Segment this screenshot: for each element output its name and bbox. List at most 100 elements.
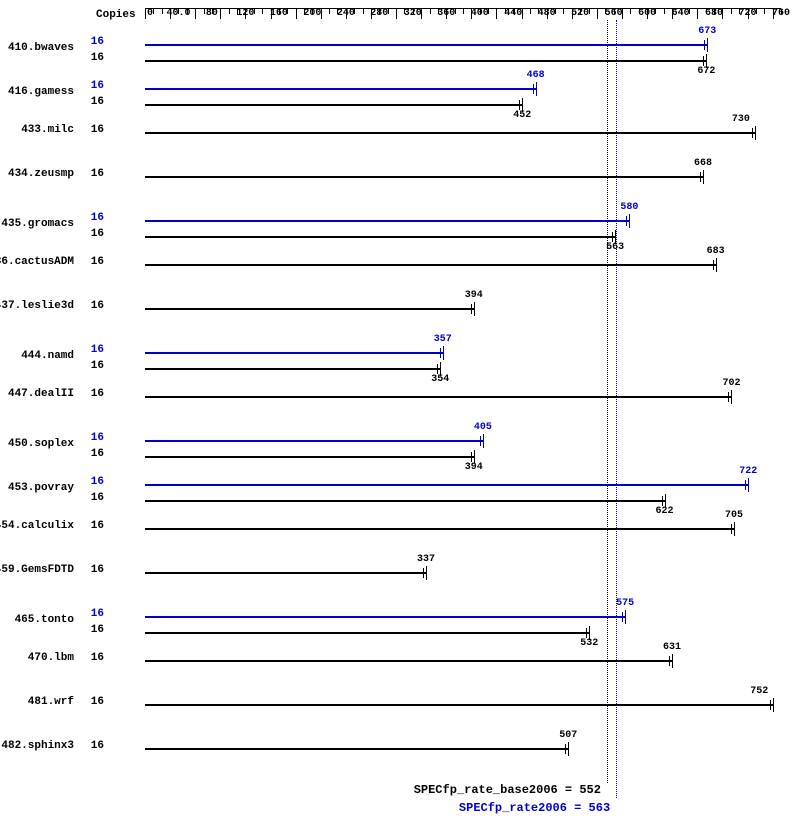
axis-tick-label: 560 bbox=[605, 8, 623, 19]
axis-tick-minor bbox=[229, 9, 230, 14]
bar-cap-inner bbox=[565, 744, 566, 754]
bar-value: 672 bbox=[697, 66, 715, 77]
bar-cap-inner bbox=[471, 452, 472, 462]
bar-cap-inner bbox=[731, 524, 732, 534]
copies-base: 16 bbox=[91, 492, 104, 504]
benchmark-name: 437.leslie3d bbox=[0, 300, 74, 312]
benchmark-name: 436.cactusADM bbox=[0, 256, 74, 268]
bar-value: 394 bbox=[465, 462, 483, 473]
axis-tick-minor bbox=[329, 9, 330, 14]
bar-line bbox=[145, 176, 704, 178]
copies-peak: 16 bbox=[91, 36, 104, 48]
copies-peak: 16 bbox=[91, 80, 104, 92]
benchmark-name: 433.milc bbox=[21, 124, 74, 136]
bar-cap-inner bbox=[519, 100, 520, 110]
copies-peak: 16 bbox=[91, 432, 104, 444]
axis-tick-minor bbox=[162, 9, 163, 14]
bar-cap bbox=[672, 654, 673, 668]
bar-line bbox=[145, 60, 707, 62]
copies-base: 16 bbox=[91, 124, 104, 136]
bar-cap-inner bbox=[471, 304, 472, 314]
bar-line bbox=[145, 572, 427, 574]
axis-tick-major bbox=[145, 9, 146, 19]
bar-cap-inner bbox=[626, 216, 627, 226]
bar-value: 563 bbox=[606, 242, 624, 253]
bar-line bbox=[145, 616, 626, 618]
axis-tick-label: 200 bbox=[303, 8, 321, 19]
bar-value: 357 bbox=[434, 334, 452, 345]
copies-base: 16 bbox=[91, 360, 104, 372]
bar-cap bbox=[755, 126, 756, 140]
bar-cap bbox=[716, 258, 717, 272]
benchmark-name: 482.sphinx3 bbox=[1, 740, 74, 752]
benchmark-name: 447.dealII bbox=[8, 388, 74, 400]
axis-tick-label: 160 bbox=[270, 8, 288, 19]
axis-tick-minor bbox=[363, 9, 364, 14]
copies-peak: 16 bbox=[91, 476, 104, 488]
bar-value: 622 bbox=[656, 506, 674, 517]
copies-base: 16 bbox=[91, 96, 104, 108]
copies-base: 16 bbox=[91, 652, 104, 664]
axis-tick-label: 720 bbox=[739, 8, 757, 19]
bar-cap-inner bbox=[437, 364, 438, 374]
benchmark-name: 434.zeusmp bbox=[8, 168, 74, 180]
copies-peak: 16 bbox=[91, 344, 104, 356]
bar-line bbox=[145, 632, 590, 634]
axis-tick-label: 440 bbox=[504, 8, 522, 19]
copies-base: 16 bbox=[91, 696, 104, 708]
bar-cap-inner bbox=[622, 612, 623, 622]
benchmark-name: 410.bwaves bbox=[8, 42, 74, 54]
bar-value: 702 bbox=[722, 378, 740, 389]
axis-tick-major bbox=[597, 9, 598, 19]
bar-value: 673 bbox=[698, 26, 716, 37]
axis-tick-major bbox=[220, 9, 221, 19]
bar-cap bbox=[474, 302, 475, 316]
benchmark-name: 453.povray bbox=[8, 482, 74, 494]
bar-cap bbox=[629, 214, 630, 228]
copies-base: 16 bbox=[91, 520, 104, 532]
axis-tick-major bbox=[396, 9, 397, 19]
bar-value: 405 bbox=[474, 422, 492, 433]
bar-cap bbox=[707, 38, 708, 52]
bar-cap-inner bbox=[728, 392, 729, 402]
bar-line bbox=[145, 352, 444, 354]
bar-cap-inner bbox=[770, 700, 771, 710]
bar-line bbox=[145, 308, 475, 310]
bar-value: 575 bbox=[616, 598, 634, 609]
axis-tick-minor bbox=[664, 9, 665, 14]
bar-value: 580 bbox=[620, 202, 638, 213]
bar-cap-inner bbox=[703, 56, 704, 66]
benchmark-name: 416.gamess bbox=[8, 86, 74, 98]
bar-cap bbox=[748, 478, 749, 492]
bar-value: 507 bbox=[559, 730, 577, 741]
bar-line bbox=[145, 456, 475, 458]
copies-header: Copies bbox=[96, 9, 136, 21]
benchmark-name: 454.calculix bbox=[0, 520, 74, 532]
bar-value: 354 bbox=[431, 374, 449, 385]
copies-base: 16 bbox=[91, 448, 104, 460]
axis-tick-label: 600 bbox=[638, 8, 656, 19]
bar-cap-inner bbox=[745, 480, 746, 490]
bar-value: 722 bbox=[739, 466, 757, 477]
axis-tick-label: 360 bbox=[437, 8, 455, 19]
axis-tick-label: 0 bbox=[147, 8, 153, 19]
bar-cap-inner bbox=[704, 40, 705, 50]
bar-cap bbox=[483, 434, 484, 448]
benchmark-name: 465.tonto bbox=[15, 614, 74, 626]
ref-line-base bbox=[607, 20, 608, 783]
labels-column: Copies 410.bwaves1616416.gamess1616433.m… bbox=[0, 0, 110, 831]
bar-value: 394 bbox=[465, 290, 483, 301]
bar-line bbox=[145, 132, 756, 134]
bar-line bbox=[145, 44, 708, 46]
bar-cap bbox=[625, 610, 626, 624]
bar-line bbox=[145, 104, 523, 106]
axis-tick-minor bbox=[430, 9, 431, 14]
bar-value: 668 bbox=[694, 158, 712, 169]
bar-value: 468 bbox=[527, 70, 545, 81]
bar-line bbox=[145, 264, 717, 266]
bar-line bbox=[145, 440, 484, 442]
bar-value: 683 bbox=[707, 246, 725, 257]
benchmark-name: 470.lbm bbox=[28, 652, 74, 664]
bar-line bbox=[145, 500, 666, 502]
bar-value: 752 bbox=[750, 686, 768, 697]
